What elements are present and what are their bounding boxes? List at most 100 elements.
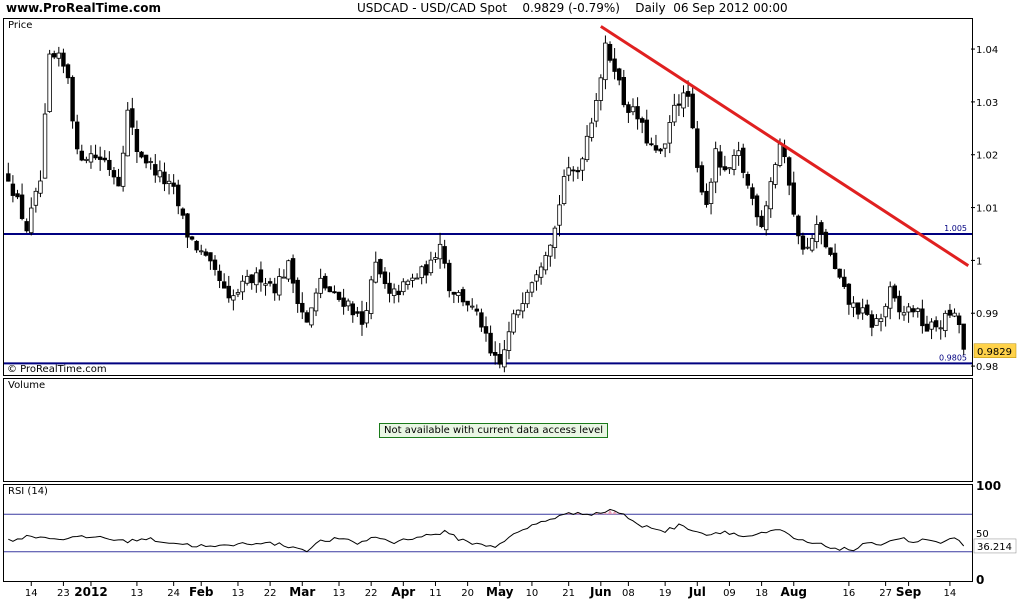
candle-up: [263, 283, 268, 286]
volume-panel[interactable]: Volume Not available with current data a…: [3, 378, 973, 482]
candle-down: [920, 308, 925, 327]
support-line-label: 1.005: [944, 224, 967, 233]
rsi-overbought-fill: [566, 509, 627, 515]
candle-up: [906, 306, 911, 313]
candle-down: [612, 58, 617, 72]
candle-up: [148, 161, 153, 163]
candle-up: [768, 181, 773, 210]
candle-down: [203, 251, 209, 256]
candle-down: [176, 184, 181, 207]
candle-down: [162, 171, 167, 185]
candle-down: [19, 194, 25, 219]
candle-down: [116, 176, 121, 187]
candle-up: [805, 246, 810, 249]
candle-down: [180, 208, 186, 216]
candle-up: [88, 153, 94, 163]
candle-down: [819, 222, 824, 235]
candle-down: [217, 270, 222, 282]
price-panel[interactable]: Price © ProRealTime.com: [3, 18, 973, 376]
candle-up: [520, 303, 525, 312]
period-label: Daily: [635, 1, 666, 15]
candle-down: [460, 289, 466, 303]
candle-down: [208, 252, 213, 262]
candle-up: [235, 292, 241, 295]
candle-up: [313, 292, 319, 312]
rsi-panel[interactable]: RSI (14): [3, 484, 973, 582]
candle-down: [290, 258, 296, 284]
candle-up: [419, 266, 424, 279]
candle-up: [391, 288, 397, 296]
candle-down: [685, 91, 691, 97]
candle-down: [139, 151, 144, 158]
candle-down: [378, 259, 383, 275]
price-axis-label: 0.99: [976, 309, 998, 320]
candle-up: [433, 257, 438, 260]
candle-up: [254, 272, 259, 286]
candle-up: [814, 224, 819, 243]
candle-down: [745, 174, 751, 186]
last-price-marker: [973, 343, 1017, 359]
candles-group: [6, 35, 966, 373]
candle-down: [194, 240, 199, 251]
candle-down: [355, 311, 360, 314]
candle-down: [791, 182, 796, 215]
candle-down: [10, 183, 16, 196]
candle-down: [387, 282, 392, 294]
candle-up: [456, 292, 461, 297]
resistance-trend-line: [600, 25, 970, 267]
rsi-axis-label: 100: [976, 479, 1001, 493]
candle-down: [676, 103, 682, 106]
candle-down: [617, 68, 622, 81]
rsi-panel-label: RSI (14): [8, 486, 48, 497]
candle-down: [396, 290, 401, 296]
candle-up: [952, 312, 957, 317]
candle-up: [548, 244, 553, 257]
candle-down: [855, 302, 861, 315]
x-axis-label: 14: [944, 588, 957, 599]
candle-down: [626, 104, 631, 113]
candle-up: [543, 255, 548, 271]
candle-down: [653, 145, 659, 151]
price-axis-label: 1: [976, 256, 982, 267]
candle-up: [529, 282, 535, 293]
candle-up: [888, 286, 893, 309]
candle-up: [470, 305, 475, 308]
candle-up: [346, 300, 351, 307]
candle-down: [304, 312, 310, 323]
candle-down: [635, 106, 640, 120]
candle-down: [249, 274, 254, 284]
candle-up: [901, 312, 907, 316]
candle-up: [915, 308, 920, 312]
candle-down: [153, 164, 158, 176]
candle-up: [589, 122, 594, 138]
candle-down: [571, 169, 576, 172]
candle-down: [644, 119, 649, 144]
candle-down: [332, 291, 337, 294]
candle-up: [603, 42, 608, 81]
x-axis-label: 20: [461, 588, 474, 599]
candle-up: [125, 109, 130, 157]
candle-down: [79, 150, 84, 161]
candle-down: [750, 187, 755, 199]
candle-down: [690, 93, 695, 129]
candle-down: [956, 315, 962, 325]
candle-up: [874, 318, 879, 326]
candle-down: [24, 221, 29, 232]
x-axis-label: 08: [622, 588, 635, 599]
candle-up: [566, 167, 571, 176]
candle-up: [166, 180, 172, 185]
volume-notice: Not available with current data access l…: [379, 423, 609, 438]
candle-up: [860, 307, 865, 314]
candle-up: [414, 277, 420, 280]
candle-down: [695, 128, 700, 168]
candle-down: [488, 332, 493, 354]
candle-down: [786, 157, 792, 186]
candle-down: [189, 236, 195, 240]
candle-up: [561, 176, 567, 204]
candle-up: [672, 104, 677, 123]
candle-down: [327, 286, 333, 293]
candle-down: [961, 323, 966, 350]
price-change: 0.9829 (-0.79%): [522, 1, 620, 15]
candle-up: [318, 277, 323, 294]
candle-down: [479, 312, 484, 328]
